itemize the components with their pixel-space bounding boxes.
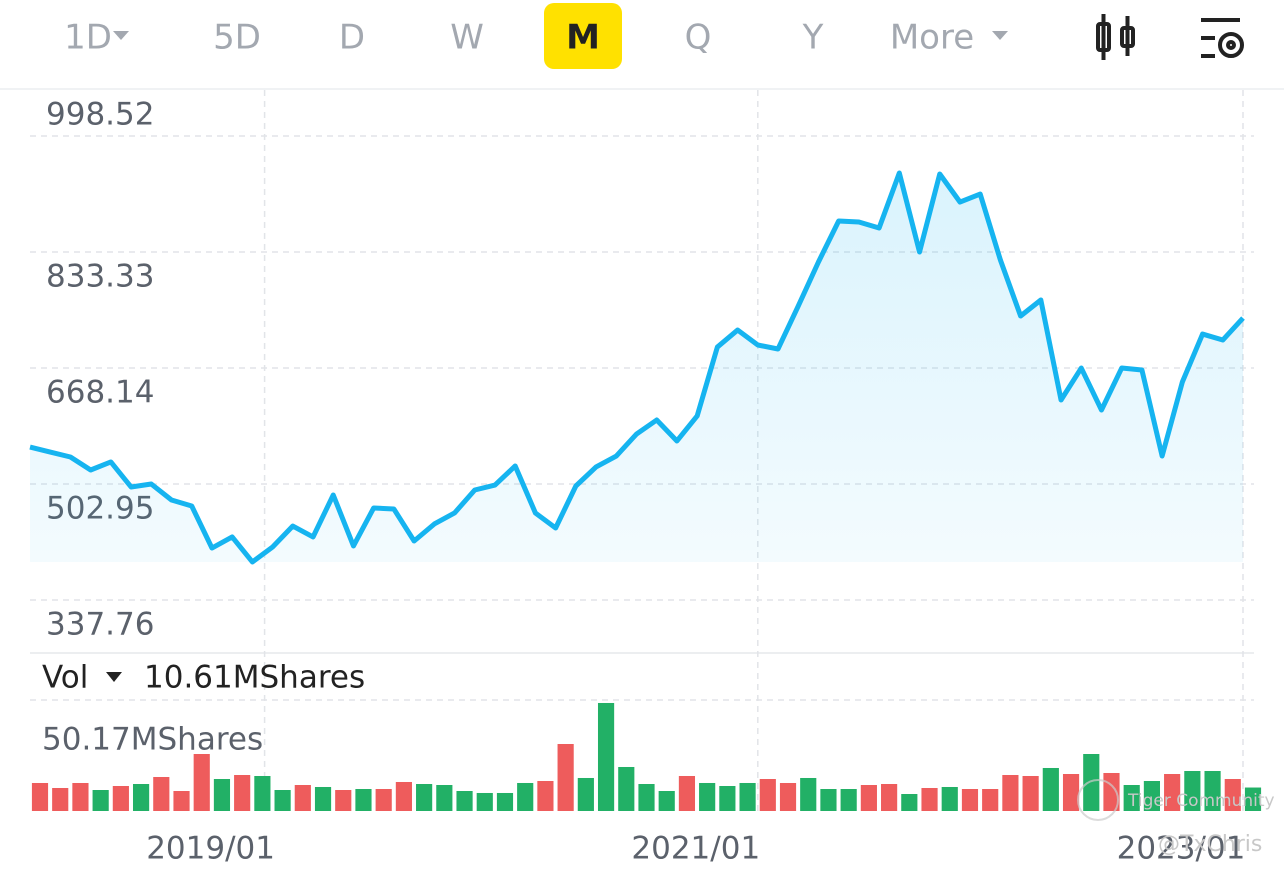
volume-bar bbox=[274, 790, 291, 811]
volume-bar bbox=[213, 779, 231, 811]
x-tick-label: 2023/01 bbox=[1117, 831, 1246, 867]
watermark-logo bbox=[1077, 779, 1119, 821]
volume-bar bbox=[1224, 779, 1241, 811]
volume-bar bbox=[678, 775, 696, 811]
volume-bar bbox=[395, 781, 412, 811]
watermark: @TxChris bbox=[1158, 832, 1262, 857]
volume-bar bbox=[699, 782, 716, 811]
volume-bar bbox=[881, 784, 898, 811]
tab[interactable]: More bbox=[890, 18, 974, 58]
settings-icon[interactable] bbox=[1201, 18, 1244, 58]
volume-bar bbox=[173, 790, 190, 811]
volume-bar bbox=[52, 787, 69, 811]
volume-bar bbox=[1062, 774, 1080, 811]
volume-bar bbox=[658, 790, 675, 811]
x-tick-label: 2019/01 bbox=[146, 831, 275, 867]
tab-caret[interactable] bbox=[113, 31, 129, 40]
volume-bar bbox=[335, 790, 352, 811]
volume-bar bbox=[1164, 774, 1181, 811]
volume-bar bbox=[375, 789, 392, 811]
vol-current: 10.61MShares bbox=[144, 660, 365, 696]
volume-bar bbox=[1204, 770, 1221, 811]
volume-bar bbox=[921, 787, 938, 811]
volume-bar bbox=[779, 782, 797, 811]
vol-caret[interactable] bbox=[106, 672, 122, 682]
volume-bar bbox=[517, 782, 534, 811]
volume-bar bbox=[31, 782, 49, 811]
volume-bar bbox=[234, 775, 251, 811]
volume-bar bbox=[314, 786, 332, 811]
tab-caret[interactable] bbox=[992, 31, 1008, 40]
volume-bar bbox=[193, 754, 210, 811]
vol-label[interactable]: Vol bbox=[42, 660, 88, 696]
tab-highlight bbox=[544, 3, 622, 69]
volume-bar bbox=[638, 784, 655, 811]
volume-bar bbox=[355, 789, 372, 811]
x-tick-label: 2021/01 bbox=[631, 831, 760, 867]
volume-bar bbox=[72, 782, 89, 811]
volume-bar bbox=[132, 784, 150, 811]
y-tick-label: 50.17MShares bbox=[42, 722, 263, 758]
volume-bar bbox=[800, 777, 817, 811]
volume-bar bbox=[597, 702, 615, 811]
volume-bar bbox=[1184, 770, 1201, 811]
volume-bar bbox=[153, 776, 170, 811]
price-line bbox=[29, 170, 1245, 565]
volume-bar bbox=[112, 785, 129, 811]
volume-bar bbox=[860, 785, 877, 811]
tab[interactable]: M bbox=[566, 18, 600, 58]
y-tick-label: 337.76 bbox=[46, 607, 154, 643]
area-fill bbox=[30, 173, 1243, 562]
volume-bar bbox=[1083, 754, 1100, 811]
volume-bar bbox=[476, 792, 493, 811]
volume-bar bbox=[1002, 775, 1019, 811]
volume-bar bbox=[254, 775, 271, 811]
volume-bar bbox=[557, 744, 574, 811]
y-tick-label: 833.33 bbox=[46, 259, 154, 295]
candle-icon[interactable] bbox=[1096, 14, 1135, 60]
watermark: Tiger Community bbox=[1127, 791, 1275, 811]
volume-bar bbox=[941, 786, 958, 811]
volume-bar bbox=[294, 785, 311, 811]
volume-bar bbox=[436, 785, 453, 811]
volume-bar bbox=[961, 789, 979, 811]
volume-bar bbox=[92, 790, 109, 811]
tab[interactable]: 5D bbox=[213, 18, 261, 58]
volume-bar bbox=[901, 794, 918, 811]
volume-bar bbox=[982, 789, 999, 811]
volume-bar bbox=[759, 779, 776, 811]
volume-bar bbox=[456, 790, 473, 811]
volume-bar bbox=[1123, 785, 1140, 811]
volume-bar bbox=[577, 777, 594, 811]
tab[interactable]: D bbox=[339, 18, 365, 58]
tab[interactable]: Y bbox=[802, 18, 824, 58]
volume-bar bbox=[1244, 787, 1262, 811]
tab[interactable]: 1D bbox=[64, 18, 112, 58]
volume-bar bbox=[739, 782, 756, 811]
volume-bar bbox=[1022, 775, 1039, 811]
tab[interactable]: Q bbox=[685, 18, 712, 58]
volume-bar bbox=[719, 785, 736, 811]
volume-bar bbox=[618, 766, 635, 811]
y-tick-label: 998.52 bbox=[46, 97, 154, 133]
y-tick-label: 668.14 bbox=[46, 375, 154, 411]
volume-bar bbox=[496, 792, 514, 811]
volume-bar bbox=[840, 789, 857, 811]
volume-bar bbox=[1042, 767, 1059, 811]
volume-bar bbox=[416, 784, 433, 811]
volume-bar bbox=[537, 780, 554, 811]
tab[interactable]: W bbox=[450, 18, 484, 58]
volume-bar bbox=[820, 789, 837, 811]
volume-bar bbox=[1143, 780, 1161, 811]
